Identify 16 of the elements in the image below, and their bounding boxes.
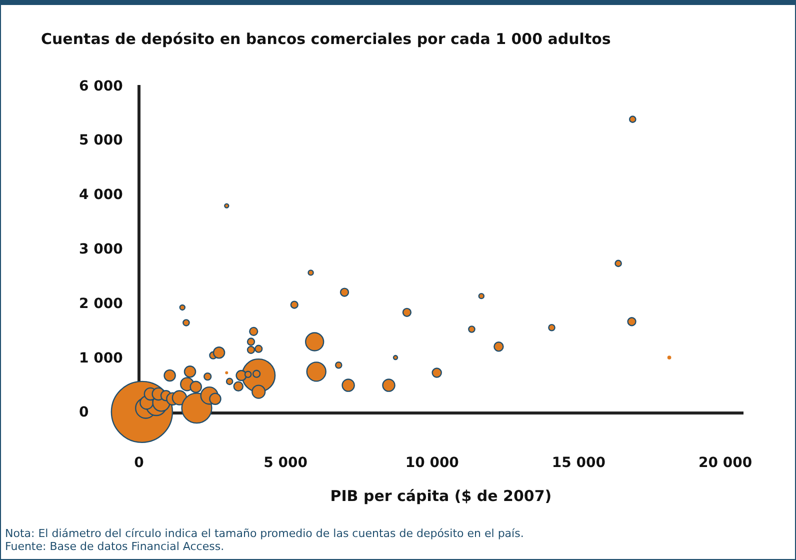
y-tick-label: 6 000 (79, 78, 124, 94)
x-tick-label: 0 (134, 455, 144, 472)
x-tick-label: 15 000 (552, 455, 606, 472)
text: Nota: El diámetro del círculo indica el tamaño promedio de las cuentas de depósito en el país. (5, 527, 524, 540)
y-tick-label: 3 000 (79, 241, 124, 258)
y-axis-title: Cuentas de depósito en bancos comerciales por cada 1 000 adultos (41, 30, 611, 48)
x-tick-label: 10 000 (405, 455, 460, 472)
y-tick-label: 4 000 (79, 187, 124, 204)
x-tick-label: 20 000 (698, 455, 752, 472)
y-tick-label: 5 000 (79, 132, 124, 149)
x-tick-label: 5 000 (264, 455, 308, 472)
y-tick-label: 0 (79, 404, 89, 421)
y-tick-label: 2 000 (79, 296, 124, 312)
x-axis-title: PIB per cápita ($ de 2007) (330, 486, 552, 505)
source-note: Fuente: Base de datos Financial Access. (5, 540, 226, 553)
y-tick-label: 1 000 (79, 350, 124, 366)
